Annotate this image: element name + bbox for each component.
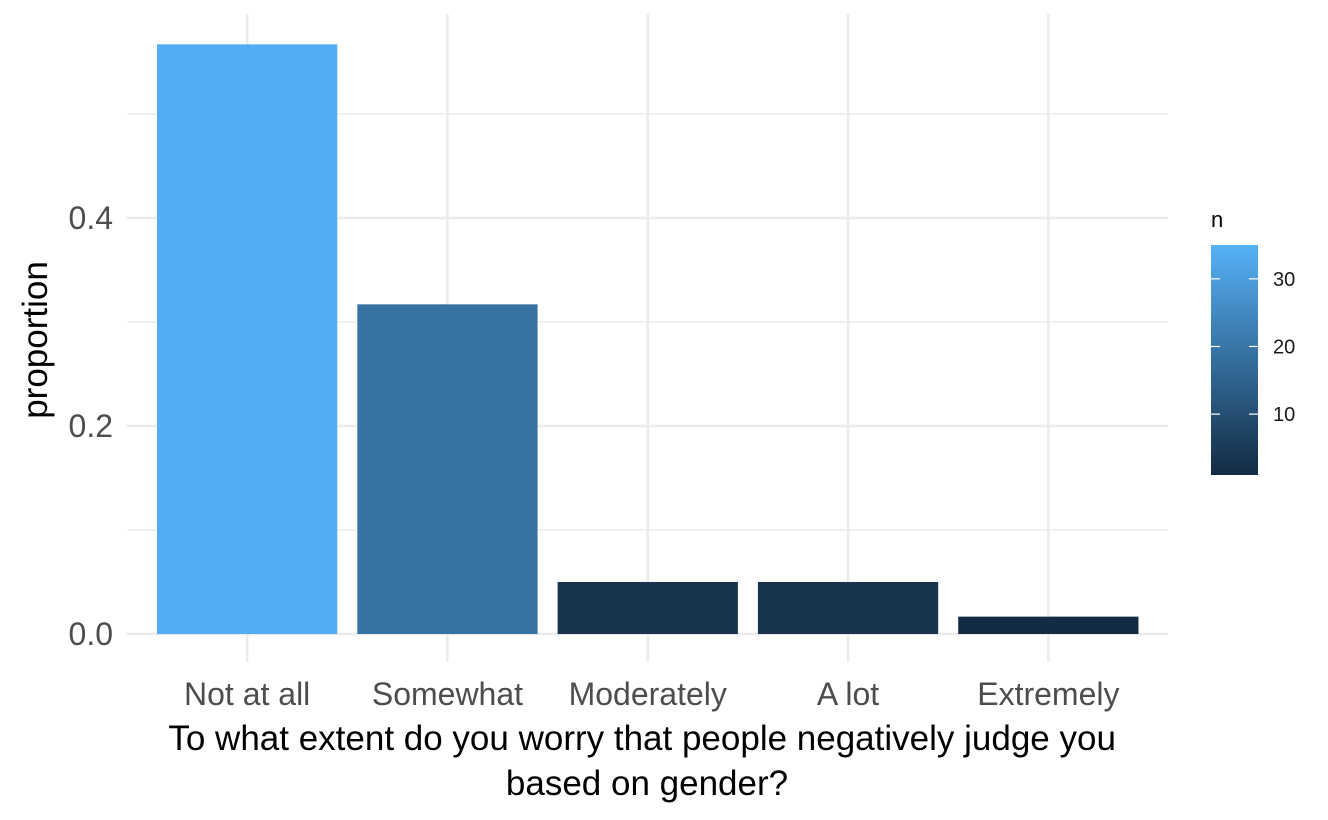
legend-colorbar <box>1211 245 1258 475</box>
y-axis-tick-labels: 0.0 0.2 0.4 <box>69 200 113 652</box>
legend-ticks: 10 20 30 <box>1211 269 1295 426</box>
bar-not-at-all <box>157 44 338 634</box>
y-axis-title: proportion <box>16 261 55 419</box>
y-tick-label: 0.2 <box>69 408 113 444</box>
x-axis-title-line-1: To what extent do you worry that people … <box>168 719 1116 758</box>
bar-somewhat <box>357 304 538 634</box>
bar-extremely <box>958 616 1139 634</box>
y-tick-label: 0.4 <box>69 200 113 236</box>
legend-tick-label: 30 <box>1273 269 1295 291</box>
color-legend: n 10 20 30 <box>1211 207 1295 475</box>
y-tick-label: 0.0 <box>69 616 113 652</box>
bar-a-lot <box>757 582 939 634</box>
x-axis-title: To what extent do you worry that people … <box>168 719 1125 803</box>
x-tick-label: Extremely <box>977 676 1119 712</box>
x-tick-label: A lot <box>817 676 879 712</box>
bars <box>157 44 1139 634</box>
x-axis-title-line-2: based on gender? <box>506 764 788 803</box>
x-tick-label: Moderately <box>569 676 727 712</box>
legend-tick-label: 20 <box>1273 336 1295 358</box>
bar-moderately <box>557 582 738 634</box>
x-axis-tick-labels: Not at all Somewhat Moderately A lot Extreme… <box>184 676 1119 712</box>
x-tick-label: Not at all <box>184 676 310 712</box>
legend-title: n <box>1211 207 1223 232</box>
x-tick-label: Somewhat <box>372 676 523 712</box>
legend-tick-label: 10 <box>1273 404 1295 426</box>
